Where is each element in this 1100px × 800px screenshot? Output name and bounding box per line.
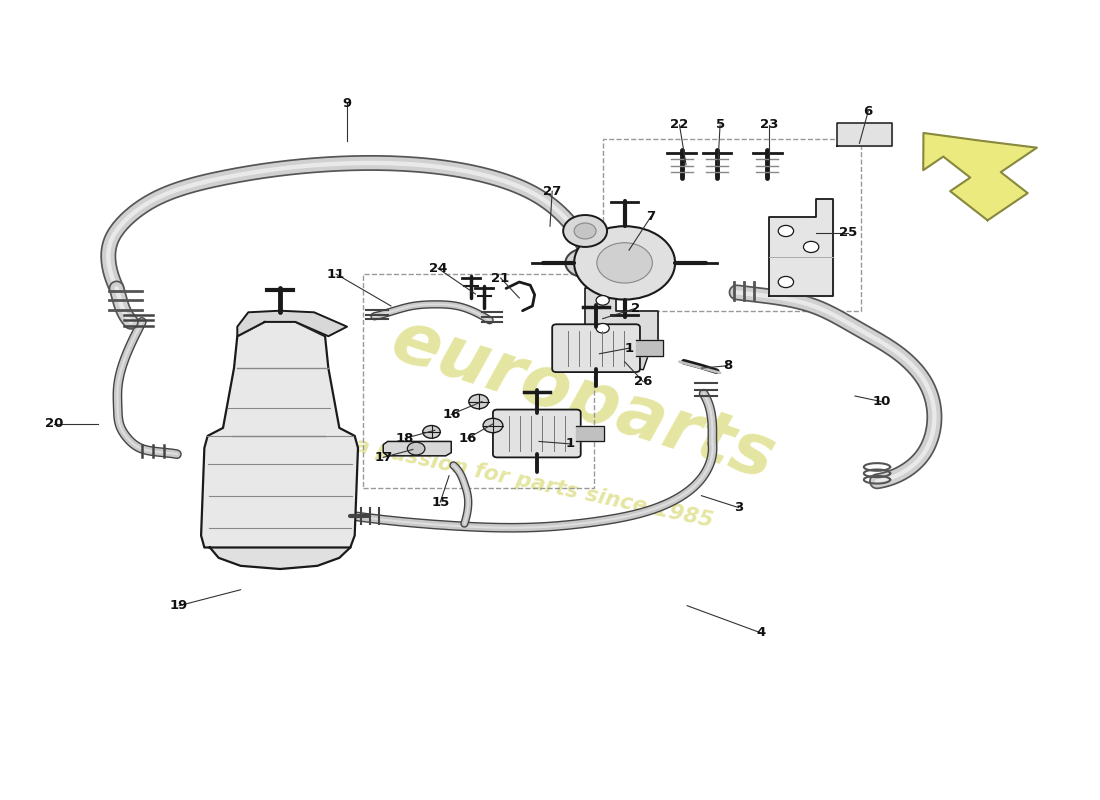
Text: 8: 8 [723, 359, 733, 372]
Polygon shape [576, 426, 604, 442]
Text: 10: 10 [872, 395, 891, 408]
Text: europarts: europarts [383, 306, 783, 494]
Circle shape [596, 323, 609, 333]
Circle shape [574, 223, 596, 239]
Circle shape [596, 295, 609, 305]
Polygon shape [610, 350, 649, 370]
Text: 24: 24 [429, 262, 448, 275]
Polygon shape [636, 340, 663, 356]
Polygon shape [238, 310, 346, 336]
Text: 16: 16 [459, 432, 477, 445]
Circle shape [565, 249, 605, 278]
Text: 4: 4 [756, 626, 766, 639]
Polygon shape [923, 133, 1037, 220]
Text: 19: 19 [170, 599, 188, 612]
Text: 7: 7 [647, 210, 656, 223]
Text: 5: 5 [715, 118, 725, 131]
Circle shape [483, 418, 503, 433]
Polygon shape [585, 288, 658, 342]
Circle shape [597, 242, 652, 283]
Text: 2: 2 [631, 302, 640, 315]
Polygon shape [837, 122, 892, 146]
Circle shape [469, 394, 488, 409]
Text: 15: 15 [431, 495, 450, 509]
Text: 27: 27 [543, 185, 561, 198]
Circle shape [563, 215, 607, 247]
Polygon shape [769, 199, 833, 296]
Text: a passion for parts since 1985: a passion for parts since 1985 [353, 436, 715, 531]
Text: 1: 1 [565, 438, 574, 450]
Text: 16: 16 [442, 408, 461, 421]
Circle shape [803, 242, 818, 253]
Text: 1: 1 [625, 342, 634, 354]
Text: 20: 20 [45, 418, 63, 430]
Text: 26: 26 [634, 375, 652, 388]
Polygon shape [383, 442, 451, 456]
Circle shape [778, 277, 793, 287]
Text: 21: 21 [492, 271, 509, 285]
Circle shape [778, 226, 793, 237]
Text: 23: 23 [760, 118, 779, 131]
Circle shape [422, 426, 440, 438]
Text: 3: 3 [734, 501, 744, 514]
FancyBboxPatch shape [493, 410, 581, 458]
Text: 25: 25 [839, 226, 858, 239]
Text: 6: 6 [864, 105, 872, 118]
Polygon shape [201, 322, 358, 547]
Text: 18: 18 [396, 432, 415, 445]
Text: 22: 22 [670, 118, 689, 131]
Text: 11: 11 [327, 267, 345, 281]
Circle shape [407, 442, 425, 455]
Text: 17: 17 [374, 451, 393, 464]
Circle shape [574, 226, 675, 299]
FancyBboxPatch shape [552, 324, 640, 372]
Polygon shape [210, 547, 350, 569]
Text: 9: 9 [342, 97, 352, 110]
